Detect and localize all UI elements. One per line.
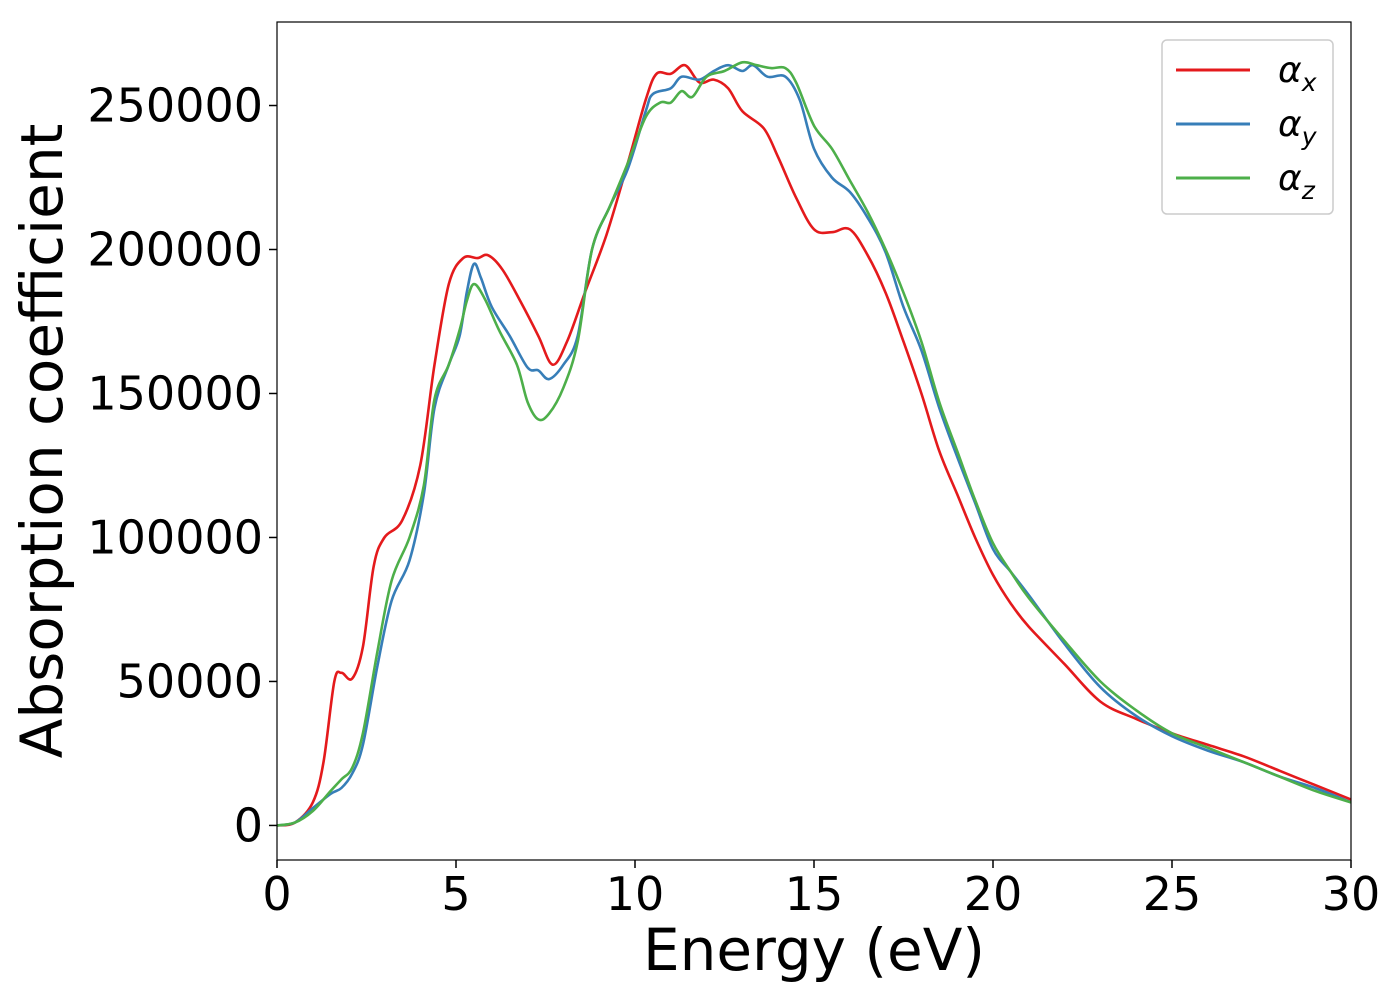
legend-box bbox=[1161, 39, 1334, 215]
x-tick-label: 20 bbox=[964, 867, 1023, 921]
x-tick-label: 10 bbox=[606, 867, 665, 921]
y-tick-label: 0 bbox=[234, 798, 263, 852]
x-tick-label: 5 bbox=[441, 867, 470, 921]
legend-label-z: αz bbox=[1278, 158, 1316, 205]
x-tick-label: 30 bbox=[1322, 867, 1381, 921]
x-tick-label: 0 bbox=[262, 867, 291, 921]
x-axis: 0 5 10 15 20 25 30 bbox=[262, 860, 1380, 921]
y-tick-label: 100000 bbox=[87, 510, 263, 564]
x-axis-title: Energy (eV) bbox=[643, 916, 985, 984]
legend-label-y: αy bbox=[1278, 104, 1318, 151]
series-layer bbox=[277, 60, 1351, 827]
y-tick-label: 50000 bbox=[117, 654, 263, 708]
legend-label-x: αx bbox=[1278, 50, 1317, 97]
y-axis-title: Absorption coefficient bbox=[8, 124, 76, 759]
series-line-x bbox=[277, 63, 1351, 827]
x-tick-label: 15 bbox=[785, 867, 844, 921]
legend: αx αy αz bbox=[1161, 39, 1334, 215]
y-tick-label: 200000 bbox=[87, 222, 263, 276]
x-tick-label: 25 bbox=[1143, 867, 1202, 921]
y-tick-label: 250000 bbox=[87, 79, 263, 133]
y-tick-label: 150000 bbox=[87, 366, 263, 420]
series-line-z bbox=[277, 60, 1351, 827]
y-axis: 0 50000 100000 150000 200000 250000 bbox=[87, 79, 277, 852]
